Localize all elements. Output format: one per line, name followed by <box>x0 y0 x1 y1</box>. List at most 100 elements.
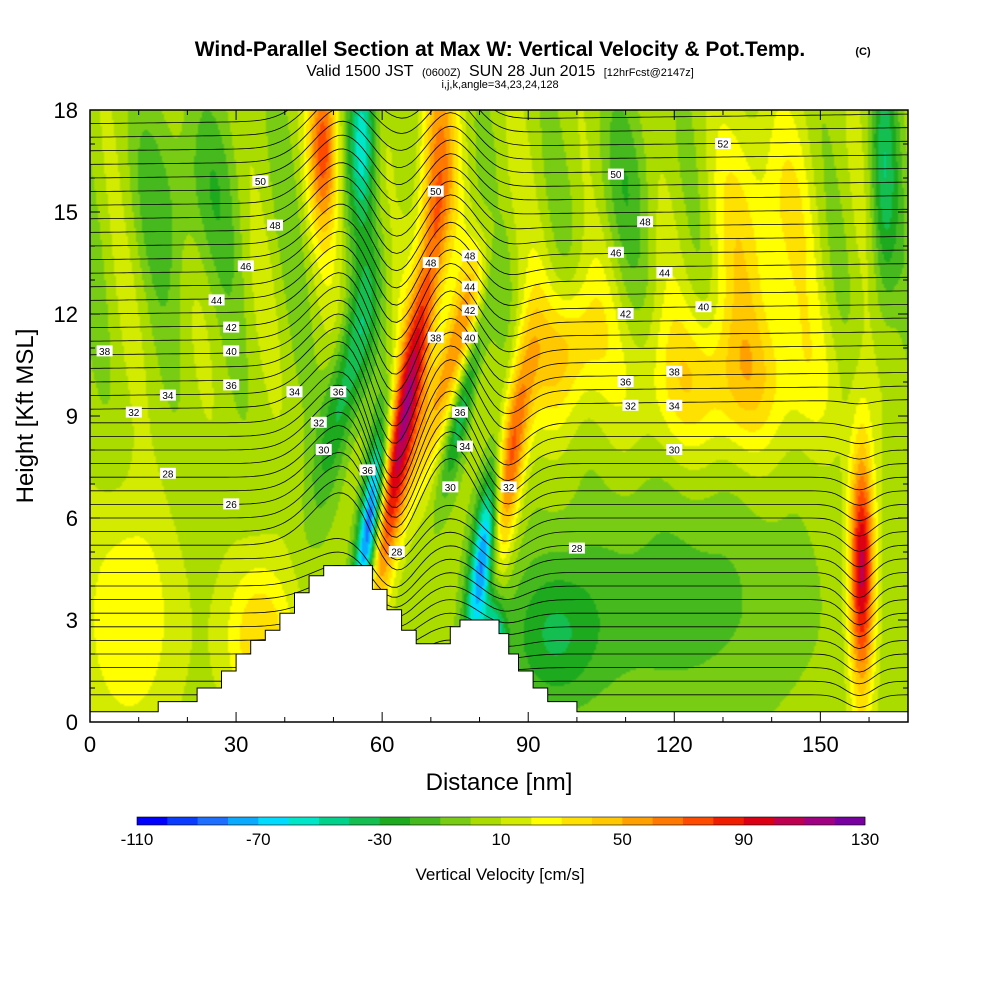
theta-contour-label: 38 <box>96 345 113 358</box>
theta-contour-label: 50 <box>427 185 444 198</box>
contour-label-text: 44 <box>211 296 223 307</box>
contour-label-text: 40 <box>464 333 476 344</box>
isentrope-line <box>90 217 908 289</box>
contour-label-text: 36 <box>333 388 345 399</box>
colorbar-ticks: -110 -70 -30 10 50 90 130 <box>121 830 880 849</box>
isentrope-line <box>90 203 908 272</box>
isentrope-line <box>90 120 908 179</box>
theta-contour-label: 42 <box>617 308 634 321</box>
isentrope-line <box>90 231 908 306</box>
colorbar-segment <box>410 817 441 825</box>
theta-contour-label: 46 <box>607 246 624 259</box>
contour-label-box <box>96 345 113 357</box>
y-tick-label: 15 <box>54 200 78 225</box>
isentrope-line <box>90 478 908 561</box>
theta-contour-label: 52 <box>715 138 731 151</box>
colorbar-segment <box>683 817 714 825</box>
colorbar-tick-label: 50 <box>613 830 632 849</box>
colorbar-segment <box>804 817 835 825</box>
isentrope-line <box>90 162 908 220</box>
contour-label-text: 34 <box>669 401 681 412</box>
y-tick-label: 0 <box>66 710 78 735</box>
contour-label-text: 44 <box>464 282 476 293</box>
contour-label-box <box>422 257 439 268</box>
contour-label-box <box>622 399 639 411</box>
theta-contour-label: 28 <box>568 542 585 555</box>
contour-label-box <box>359 464 376 476</box>
colorbar-segment <box>440 817 471 825</box>
colorbar-segment <box>622 817 653 825</box>
theta-contour-label: 46 <box>237 260 254 273</box>
chart-info-line: i,j,k,angle=34,23,24,128 <box>441 79 558 91</box>
contour-label-box <box>461 250 478 262</box>
contour-label-text: 32 <box>313 418 325 429</box>
colorbar-segment <box>652 817 684 825</box>
theta-contour-label: 42 <box>461 304 478 317</box>
contour-label-box <box>617 376 634 387</box>
contour-label-text: 36 <box>454 408 466 419</box>
theta-contour-label: 50 <box>252 175 269 188</box>
contour-label-box <box>607 246 624 258</box>
subtitle-utc: (0600Z) <box>422 67 461 79</box>
x-tick-label: 120 <box>656 732 693 757</box>
isentrope-line <box>90 110 908 152</box>
contour-label-text: 32 <box>128 408 140 419</box>
contour-label-text: 38 <box>669 367 681 378</box>
isentrope-line <box>90 565 908 614</box>
colorbar <box>136 816 866 826</box>
isentrope-line <box>90 551 908 599</box>
theta-contour-label: 34 <box>666 399 683 412</box>
theta-contour-label: 28 <box>159 467 176 480</box>
isentrope-line <box>90 438 908 528</box>
contour-label-text: 32 <box>625 401 637 412</box>
contour-label-box <box>237 260 254 272</box>
y-tick-label: 18 <box>54 98 78 123</box>
theta-contour-label: 36 <box>452 406 468 419</box>
isentrope-line <box>90 110 908 124</box>
subtitle-date: SUN 28 Jun 2015 <box>469 63 595 80</box>
colorbar-segment <box>228 817 259 825</box>
contour-label-box <box>715 138 731 149</box>
colorbar-tick-label: -70 <box>246 830 271 849</box>
theta-contour-label: 36 <box>330 386 347 399</box>
isentrope-line <box>90 244 908 323</box>
colorbar-tick-label: 90 <box>734 830 753 849</box>
contour-label-text: 42 <box>226 323 238 334</box>
isentrope-line <box>90 286 908 375</box>
colorbar-segment <box>349 817 380 825</box>
isentrope-line <box>90 189 908 254</box>
contour-label-text: 36 <box>620 378 632 389</box>
colorbar-label: Vertical Velocity [cm/s] <box>415 865 584 884</box>
theta-contour-label: 34 <box>286 386 303 399</box>
isentrope-line <box>90 176 908 237</box>
contour-label-box <box>452 406 468 418</box>
contour-label-text: 32 <box>503 483 515 494</box>
isentrope-line <box>90 465 908 551</box>
isentrope-line <box>90 148 908 206</box>
contour-label-box <box>500 481 517 493</box>
y-tick-label: 3 <box>66 608 78 633</box>
contour-label-text: 50 <box>430 187 442 198</box>
y-tick-label: 9 <box>66 404 78 429</box>
contour-label-box <box>637 216 654 228</box>
colorbar-frame <box>136 816 866 826</box>
colorbar-segment <box>258 817 289 825</box>
colorbar-tick-label: -30 <box>367 830 392 849</box>
contour-label-box <box>223 498 240 510</box>
x-tick-label: 0 <box>84 732 96 757</box>
isentrope-line <box>90 411 908 508</box>
contour-label-text: 44 <box>659 269 671 280</box>
theta-contour-label: 30 <box>666 444 683 457</box>
potential-temperature-contours <box>90 110 908 708</box>
contour-label-box <box>617 308 634 319</box>
isentrope-line <box>90 258 908 341</box>
theta-contour-label: 32 <box>125 406 142 419</box>
colorbar-segment <box>137 817 168 825</box>
contour-labels: 50 48 46 44 42 40 38 36 34 34 32 36 32 30 28 26 36 28 50 48… <box>96 138 731 559</box>
theta-contour-label: 44 <box>461 280 478 293</box>
theta-contour-label: 32 <box>310 416 327 429</box>
theta-contour-label: 40 <box>695 301 712 314</box>
y-axis-label: Height [Kft MSL] <box>12 329 39 504</box>
